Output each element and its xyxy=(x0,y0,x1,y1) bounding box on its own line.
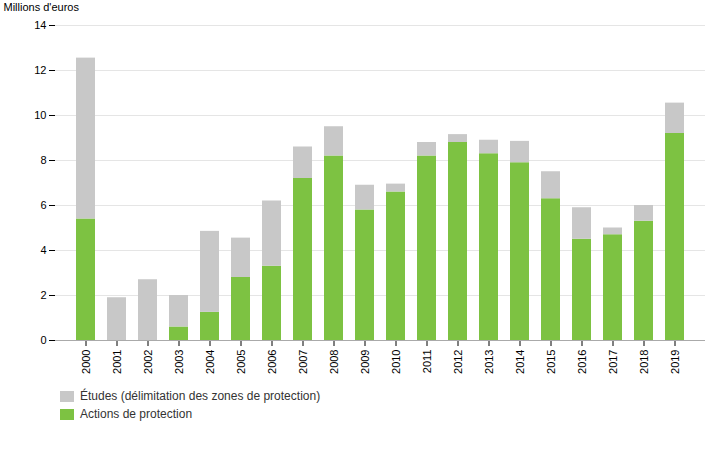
svg-text:2017: 2017 xyxy=(607,350,619,374)
svg-text:2010: 2010 xyxy=(390,350,402,374)
svg-text:2002: 2002 xyxy=(142,350,154,374)
svg-text:2011: 2011 xyxy=(421,350,433,374)
svg-text:2000: 2000 xyxy=(80,350,92,374)
svg-text:14: 14 xyxy=(34,19,46,31)
svg-text:2016: 2016 xyxy=(576,350,588,374)
svg-text:2: 2 xyxy=(40,289,46,301)
svg-text:2009: 2009 xyxy=(359,350,371,374)
svg-text:12: 12 xyxy=(34,64,46,76)
html-text:Études (délimitation des zones: Études (délimitation des zones de protec… xyxy=(80,389,321,403)
svg-text:4: 4 xyxy=(40,244,46,256)
svg-text:2008: 2008 xyxy=(328,350,340,374)
svg-text:10: 10 xyxy=(34,109,46,121)
svg-text:8: 8 xyxy=(40,154,46,166)
svg-text:2019: 2019 xyxy=(669,350,681,374)
svg-text:0: 0 xyxy=(40,334,46,346)
svg-text:2006: 2006 xyxy=(266,350,278,374)
svg-text:2001: 2001 xyxy=(111,350,123,374)
svg-text:2015: 2015 xyxy=(545,350,557,374)
html-text:Actions de protection: Actions de protection xyxy=(80,407,193,421)
svg-text:2003: 2003 xyxy=(173,350,185,374)
svg-text:2007: 2007 xyxy=(297,350,309,374)
svg-text:2012: 2012 xyxy=(452,350,464,374)
svg-text:2014: 2014 xyxy=(514,350,526,374)
svg-text:Millions d'euros: Millions d'euros xyxy=(4,1,80,13)
svg-text:2005: 2005 xyxy=(235,350,247,374)
svg-text:2004: 2004 xyxy=(204,350,216,374)
svg-text:6: 6 xyxy=(40,199,46,211)
svg-text:2013: 2013 xyxy=(483,350,495,374)
svg-text:2018: 2018 xyxy=(638,350,650,374)
